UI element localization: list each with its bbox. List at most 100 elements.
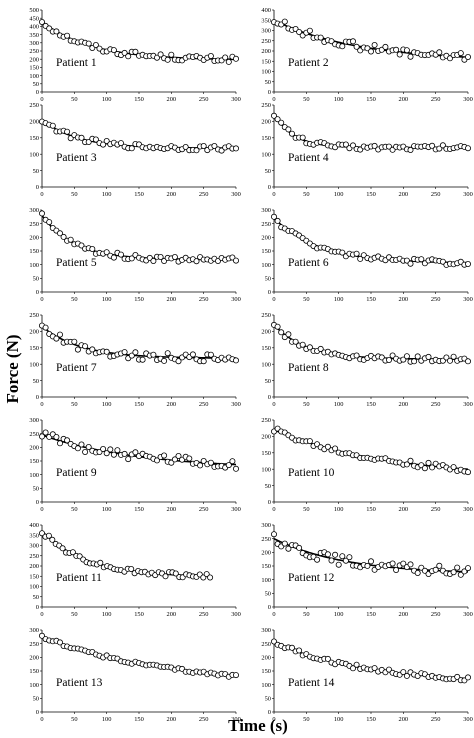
data-point [232, 465, 239, 472]
x-tick-label: 250 [199, 506, 209, 513]
data-point [339, 553, 346, 560]
x-tick-label: 150 [134, 611, 144, 618]
y-tick-label: 250 [29, 312, 39, 319]
y-tick-label: 150 [261, 248, 271, 255]
data-point [121, 49, 128, 56]
x-tick-label: 50 [303, 611, 309, 618]
x-tick-label: 0 [272, 401, 275, 408]
data-point [162, 573, 169, 580]
x-tick-label: 250 [199, 96, 209, 103]
patient-label: Patient 13 [56, 677, 103, 689]
patient-label: Patient 14 [288, 677, 335, 689]
data-point [464, 469, 471, 476]
data-point [278, 329, 285, 336]
patient-label: Patient 4 [288, 152, 329, 164]
data-point [285, 331, 292, 338]
x-tick-label: 250 [199, 296, 209, 303]
y-tick-label: 150 [29, 668, 39, 675]
data-point [157, 253, 164, 260]
y-tick-label: 250 [29, 48, 39, 55]
y-tick-label: 0 [36, 394, 39, 401]
y-tick-label: 100 [261, 682, 271, 689]
patient-label: Patient 3 [56, 152, 97, 164]
patient-label: Patient 9 [56, 467, 97, 479]
data-point [407, 561, 414, 568]
x-tick-label: 100 [334, 716, 344, 723]
x-tick-label: 150 [366, 611, 376, 618]
x-tick-label: 50 [71, 506, 77, 513]
data-point [418, 256, 425, 263]
x-tick-label: 100 [334, 401, 344, 408]
y-tick-label: 0 [268, 394, 271, 401]
data-point [464, 260, 471, 267]
x-tick-label: 150 [366, 191, 376, 198]
y-tick-label: 200 [29, 56, 39, 63]
x-tick-label: 250 [199, 716, 209, 723]
data-point [172, 570, 179, 577]
data-point [296, 28, 303, 35]
y-tick-label: 150 [29, 573, 39, 580]
x-tick-label: 50 [71, 401, 77, 408]
x-tick-label: 250 [431, 401, 441, 408]
data-point [71, 338, 78, 345]
data-point [175, 452, 182, 459]
patient-label: Patient 2 [288, 57, 329, 69]
data-point [89, 346, 96, 353]
panel-5: 0 50 100 150 200 250 300 0 50 100 150 200 250 300 Pati… [29, 207, 240, 303]
x-tick-label: 100 [334, 296, 344, 303]
x-tick-label: 0 [272, 191, 275, 198]
x-tick-label: 50 [303, 401, 309, 408]
x-tick-label: 200 [399, 191, 409, 198]
data-point [450, 569, 457, 576]
data-point [367, 558, 374, 565]
data-point [429, 464, 436, 471]
x-tick-label: 250 [431, 296, 441, 303]
x-tick-label: 200 [399, 611, 409, 618]
data-point [175, 358, 182, 365]
y-tick-label: 150 [261, 58, 271, 65]
y-tick-label: 0 [36, 709, 39, 716]
data-point [103, 348, 110, 355]
data-point [332, 445, 339, 452]
x-tick-label: 300 [463, 191, 473, 198]
x-tick-label: 200 [167, 296, 177, 303]
y-tick-label: 150 [29, 248, 39, 255]
data-point [342, 557, 349, 564]
x-tick-label: 200 [399, 96, 409, 103]
y-tick-label: 250 [29, 641, 39, 648]
fit-curve [273, 429, 469, 471]
data-point [371, 665, 378, 672]
data-point [197, 462, 204, 469]
y-tick-label: 50 [33, 81, 39, 88]
data-point [78, 134, 85, 141]
x-tick-label: 0 [272, 716, 275, 723]
data-point [443, 354, 450, 361]
data-point [128, 566, 135, 573]
x-tick-label: 200 [399, 296, 409, 303]
y-tick-label: 100 [29, 73, 39, 80]
data-point [285, 126, 292, 133]
data-point [403, 353, 410, 360]
data-point [132, 349, 139, 356]
patient-label: Patient 6 [288, 257, 329, 269]
data-point [103, 450, 110, 457]
x-tick-label: 200 [167, 506, 177, 513]
data-point [132, 449, 139, 456]
data-point [85, 40, 92, 47]
x-tick-label: 100 [334, 611, 344, 618]
y-tick-label: 200 [261, 655, 271, 662]
y-tick-label: 50 [265, 378, 271, 385]
y-tick-label: 400 [261, 7, 271, 14]
y-tick-label: 200 [29, 329, 39, 336]
data-point [69, 549, 76, 556]
x-tick-label: 150 [134, 506, 144, 513]
y-tick-label: 350 [29, 32, 39, 39]
y-tick-label: 200 [29, 119, 39, 126]
data-point [232, 672, 239, 679]
data-point [367, 48, 374, 55]
data-point [110, 47, 117, 54]
data-point [150, 257, 157, 264]
y-tick-label: 50 [265, 276, 271, 283]
panel-14: 0 50 100 150 200 250 300 0 50 100 150 200 250 300 Pati… [261, 627, 472, 723]
